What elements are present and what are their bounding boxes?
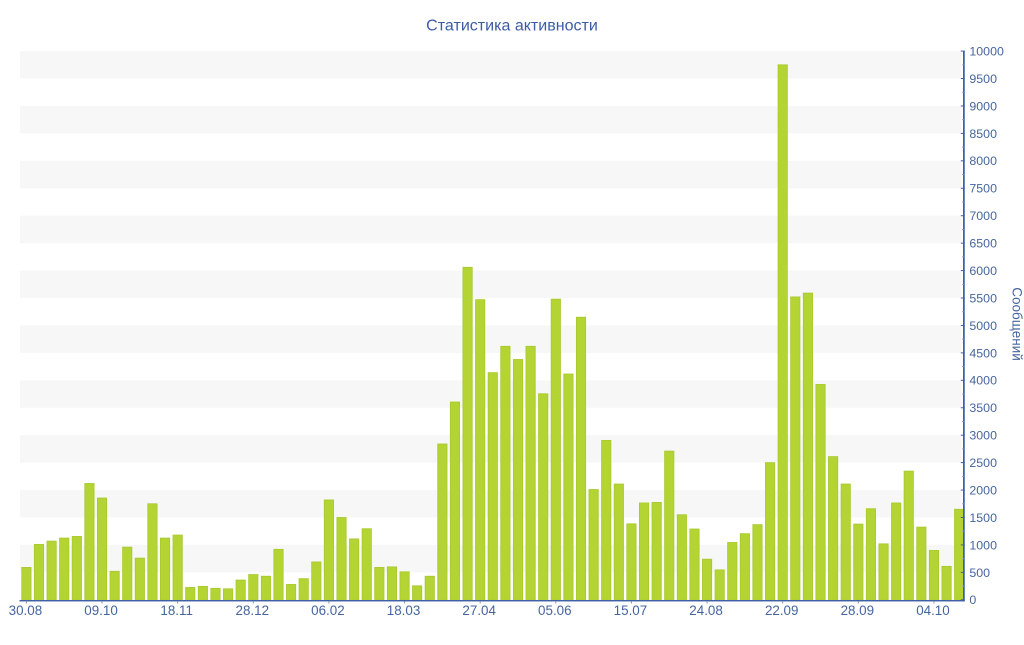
svg-text:6000: 6000 <box>969 264 997 278</box>
svg-text:27.04: 27.04 <box>462 603 496 618</box>
svg-text:04.10: 04.10 <box>916 603 950 618</box>
svg-text:9500: 9500 <box>969 72 997 86</box>
svg-text:9000: 9000 <box>969 99 997 113</box>
svg-text:0: 0 <box>969 593 976 607</box>
svg-text:09.10: 09.10 <box>84 603 118 618</box>
svg-text:06.02: 06.02 <box>311 603 345 618</box>
svg-text:8000: 8000 <box>969 154 997 168</box>
svg-text:28.12: 28.12 <box>236 603 270 618</box>
svg-text:24.08: 24.08 <box>689 603 723 618</box>
svg-text:Статистика активности: Статистика активности <box>426 17 598 35</box>
svg-text:6500: 6500 <box>969 237 997 251</box>
svg-text:2500: 2500 <box>969 456 997 470</box>
svg-text:28.09: 28.09 <box>841 603 875 618</box>
svg-text:8500: 8500 <box>969 127 997 141</box>
svg-text:22.09: 22.09 <box>765 603 799 618</box>
svg-text:Сообщений: Сообщений <box>1010 287 1024 361</box>
svg-text:05.06: 05.06 <box>538 603 572 618</box>
svg-text:3500: 3500 <box>969 401 997 415</box>
svg-text:7000: 7000 <box>969 209 997 223</box>
svg-text:2000: 2000 <box>969 483 997 497</box>
svg-text:7500: 7500 <box>969 182 997 196</box>
svg-text:18.11: 18.11 <box>160 603 193 618</box>
svg-text:18.03: 18.03 <box>387 603 421 618</box>
svg-text:5000: 5000 <box>969 319 997 333</box>
svg-text:500: 500 <box>969 566 990 580</box>
svg-text:1000: 1000 <box>969 538 997 552</box>
svg-text:1500: 1500 <box>969 511 997 525</box>
svg-text:10000: 10000 <box>969 45 1004 59</box>
svg-text:4500: 4500 <box>969 346 997 360</box>
svg-text:4000: 4000 <box>969 374 997 388</box>
svg-text:5500: 5500 <box>969 291 997 305</box>
svg-text:30.08: 30.08 <box>9 603 43 618</box>
svg-text:3000: 3000 <box>969 429 997 443</box>
svg-text:15.07: 15.07 <box>614 603 648 618</box>
